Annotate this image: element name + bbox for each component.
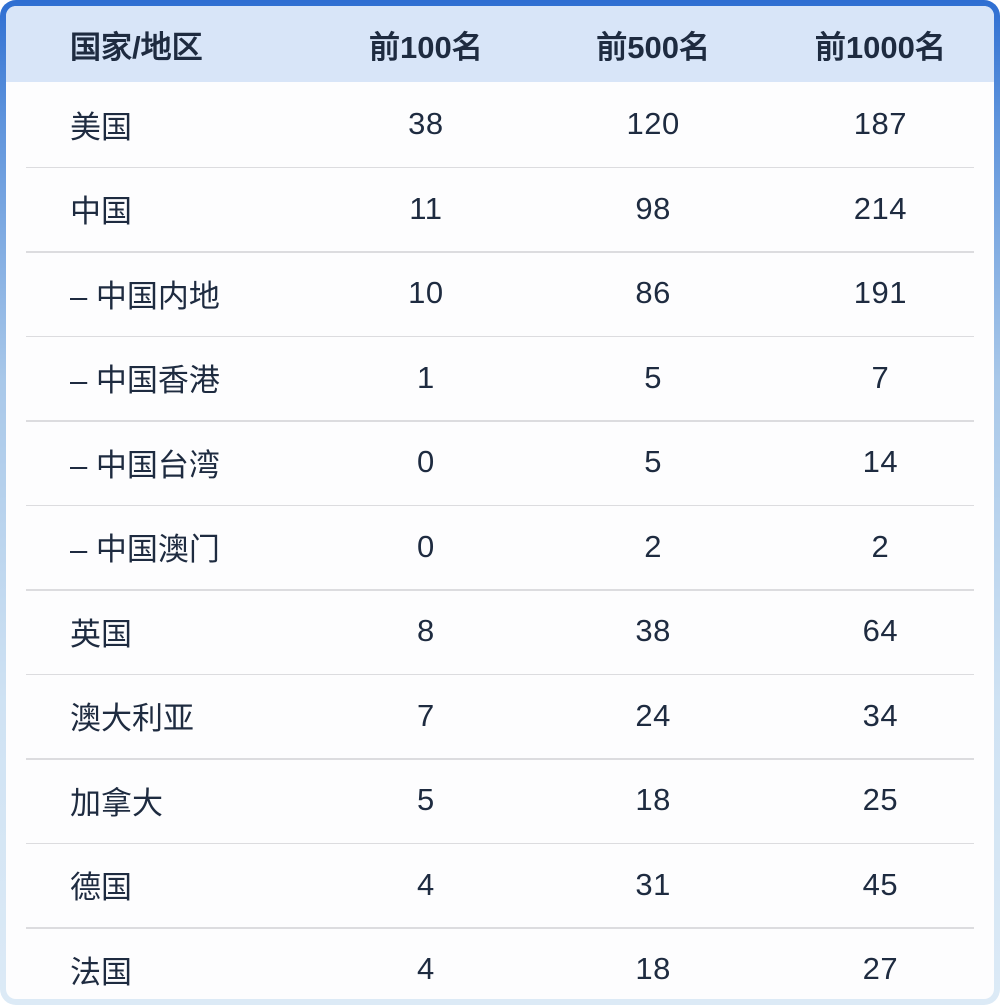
column-header-country-region: 国家/地区 [70, 29, 203, 65]
ranking-table: 国家/地区 前100名 前500名 前1000名 美国 38 120 187 中… [6, 6, 994, 999]
column-header-top100: 前100名 [369, 29, 483, 65]
row-label: 法国 [70, 954, 132, 990]
table-row: 德国 4 31 45 [6, 842, 994, 928]
row-label: 澳大利亚 [70, 701, 194, 737]
table-row: 英国 8 38 64 [6, 589, 994, 674]
cell-top1000: 7 [871, 359, 890, 395]
cell-top500: 31 [635, 866, 671, 902]
column-header-top1000: 前1000名 [814, 29, 946, 65]
cell-top1000: 2 [871, 528, 890, 564]
row-label: 英国 [70, 616, 132, 652]
cell-top500: 18 [635, 782, 671, 818]
cell-top100: 8 [417, 613, 435, 649]
cell-top100: 11 [409, 190, 443, 226]
cell-top500: 86 [635, 275, 671, 311]
table-row: 中国 11 98 214 [6, 166, 994, 252]
cell-top500: 24 [635, 697, 671, 733]
cell-top1000: 187 [853, 106, 907, 142]
cell-top1000: 14 [862, 444, 899, 480]
row-label: 德国 [70, 870, 132, 906]
row-label: 中国 [70, 194, 132, 230]
table-row: 美国 38 120 187 [6, 82, 994, 167]
column-header-top500: 前500名 [596, 29, 710, 65]
row-label: – 中国澳门 [70, 532, 220, 568]
cell-top1000: 34 [862, 697, 899, 733]
cell-top1000: 191 [853, 275, 907, 311]
cell-top100: 0 [417, 528, 435, 564]
cell-top100: 0 [417, 444, 435, 480]
cell-top100: 38 [408, 106, 444, 142]
table-row: – 中国内地 10 86 191 [6, 251, 994, 336]
cell-top1000: 214 [853, 190, 907, 226]
row-label: – 中国台湾 [70, 447, 220, 483]
table-row: 加拿大 5 18 25 [6, 758, 994, 843]
cell-top500: 38 [635, 613, 671, 649]
row-label: 加拿大 [70, 785, 163, 821]
cell-top500: 2 [644, 528, 662, 564]
row-label: – 中国内地 [70, 278, 220, 314]
cell-top500: 18 [635, 951, 671, 987]
table-row: 法国 4 18 27 [6, 927, 994, 999]
cell-top100: 1 [417, 359, 435, 395]
row-label: 美国 [70, 109, 132, 145]
cell-top500: 120 [626, 106, 680, 142]
cell-top100: 5 [417, 782, 435, 818]
cell-top100: 4 [417, 866, 435, 902]
cell-top500: 5 [644, 444, 662, 480]
cell-top1000: 27 [862, 951, 899, 987]
table-row: – 中国台湾 0 5 14 [6, 420, 994, 505]
cell-top100: 4 [417, 951, 435, 987]
cell-top500: 5 [644, 359, 662, 395]
cell-top100: 7 [417, 697, 435, 733]
table-row: – 中国香港 1 5 7 [6, 335, 994, 421]
table-header-row: 国家/地区 前100名 前500名 前1000名 [6, 6, 994, 82]
row-label: – 中国香港 [70, 363, 220, 399]
cell-top500: 98 [635, 190, 671, 226]
cell-top1000: 25 [862, 782, 899, 818]
table-row: – 中国澳门 0 2 2 [6, 504, 994, 590]
table-body: 美国 38 120 187 中国 11 98 214 – 中国内地 10 86 … [6, 82, 994, 999]
cell-top100: 10 [408, 275, 444, 311]
table-row: 澳大利亚 7 24 34 [6, 673, 994, 759]
cell-top1000: 64 [862, 613, 899, 649]
cell-top1000: 45 [862, 866, 899, 902]
